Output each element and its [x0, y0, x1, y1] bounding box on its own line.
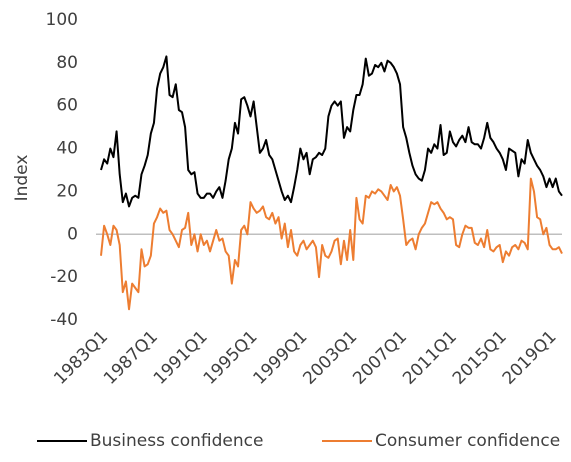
- y-axis-label: Index: [12, 155, 32, 202]
- series-line: [100, 177, 563, 311]
- x-tick-label: 1991Q1: [150, 327, 212, 389]
- y-tick-label: 80: [56, 53, 78, 73]
- x-tick-label: 1987Q1: [100, 327, 162, 389]
- x-tick-label: 2003Q1: [299, 327, 361, 389]
- y-tick-label: 0: [67, 224, 78, 244]
- legend-label: Business confidence: [90, 431, 263, 451]
- y-tick-label: 100: [46, 10, 78, 30]
- y-tick-label: 20: [56, 181, 78, 201]
- x-tick-label: 2007Q1: [349, 327, 411, 389]
- y-tick-label: -40: [50, 310, 78, 330]
- y-tick-label: 60: [56, 96, 78, 116]
- series-line: [100, 55, 563, 208]
- x-tick-label: 2019Q1: [499, 327, 561, 389]
- x-tick-label: 1995Q1: [200, 327, 262, 389]
- x-tick-label: 1983Q1: [50, 327, 112, 389]
- x-tick-label: 2011Q1: [399, 327, 461, 389]
- legend-label: Consumer confidence: [375, 431, 560, 451]
- y-tick-label: 40: [56, 139, 78, 159]
- x-tick-label: 2015Q1: [449, 327, 511, 389]
- x-tick-label: 1999Q1: [250, 327, 312, 389]
- y-tick-label: -20: [50, 267, 78, 287]
